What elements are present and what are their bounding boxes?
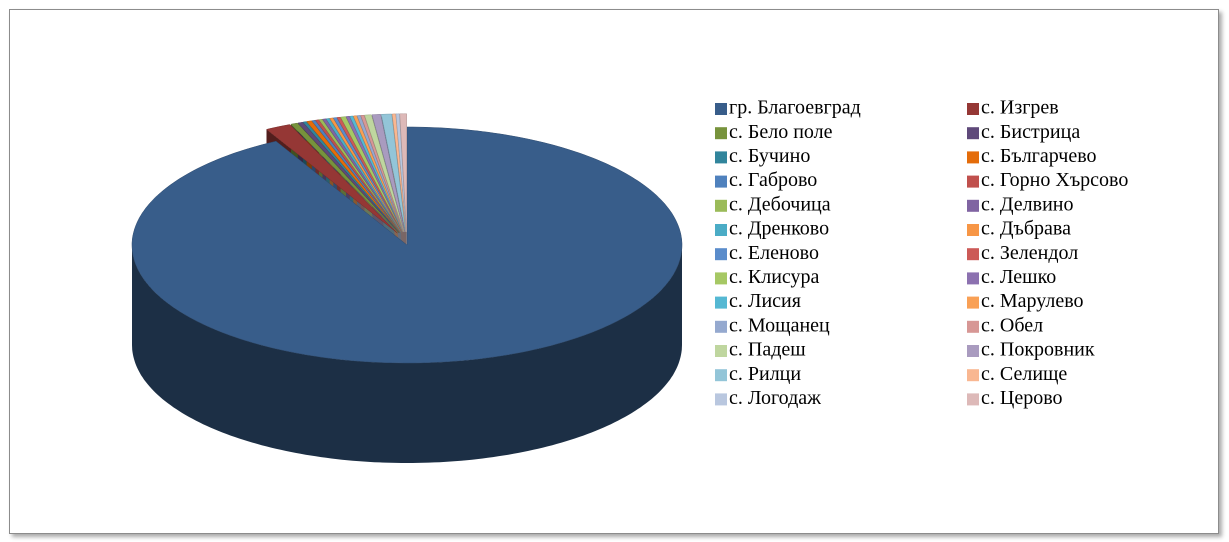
slice (131, 126, 683, 364)
legend-label: с. Селище (981, 363, 1067, 385)
legend-swatch (967, 369, 979, 382)
legend-label: с. Мощанец (729, 314, 830, 336)
legend-swatch (967, 248, 979, 261)
slice (265, 124, 398, 234)
legend-label: с. Лешко (981, 266, 1056, 288)
legend-label: с. Бучино (729, 145, 810, 167)
legend-swatch (967, 103, 979, 115)
legend-label: с. Логодаж (729, 387, 821, 409)
legend-label: гр. Благоевград (729, 97, 861, 119)
slice (306, 120, 400, 233)
slice (325, 118, 402, 233)
slice (336, 116, 403, 233)
slice (297, 121, 400, 233)
legend-label: с. Делвино (981, 193, 1073, 215)
slice (302, 121, 400, 233)
legend-swatch (967, 127, 979, 140)
legend-label: с. Бело поле (729, 121, 833, 143)
legend-swatch (967, 320, 979, 333)
legend-label: с. Българчево (981, 145, 1097, 167)
slice (345, 116, 403, 233)
legend-swatch (967, 272, 979, 285)
legend-swatch (715, 103, 727, 115)
legend-swatch (715, 199, 727, 212)
legend-label: с. Клисура (729, 266, 820, 288)
legend-label: с. Еленово (729, 242, 819, 264)
legend-label: с. Падеш (729, 339, 806, 361)
legend-swatch (967, 296, 979, 309)
legend-swatch (715, 175, 727, 188)
legend-swatch (967, 199, 979, 212)
slice (360, 114, 404, 232)
legend-label: с. Лисия (729, 290, 801, 312)
slice (290, 122, 399, 233)
legend-swatch (715, 224, 727, 236)
slice (340, 116, 403, 233)
legend-swatch (715, 272, 727, 285)
legend-label: с. Марулево (981, 290, 1084, 312)
legend-label: с. Горно Хърсово (981, 169, 1128, 191)
legend-swatch (715, 248, 727, 261)
legend-label: с. Покровник (981, 339, 1095, 361)
legend-swatch (715, 296, 727, 309)
legend-swatch (715, 151, 727, 164)
slice (318, 119, 401, 233)
legend-swatch (715, 345, 727, 357)
legend-label: с. Зелендол (981, 242, 1078, 264)
legend-swatch (967, 393, 979, 406)
slice (399, 113, 407, 232)
legend-label: с. Обел (981, 314, 1043, 336)
legend-swatch (967, 175, 979, 188)
legend-swatch (967, 151, 979, 164)
legend-swatch (967, 224, 979, 236)
legend-label: с. Дъбрава (981, 218, 1071, 240)
legend-swatch (715, 127, 727, 140)
slice (371, 114, 405, 232)
slice (380, 113, 406, 232)
legend-swatch (715, 393, 727, 406)
legend-label: с. Бистрица (981, 121, 1080, 143)
slice-side (132, 245, 682, 463)
legend-label: с. Дренково (729, 218, 829, 240)
legend-swatch (967, 345, 979, 357)
legend-label: с. Дебочица (729, 193, 831, 215)
slice (356, 115, 404, 233)
slice (329, 117, 402, 233)
slice (352, 115, 404, 233)
slice (395, 113, 407, 232)
slice (364, 114, 405, 232)
legend-swatch (715, 369, 727, 382)
legend-label: с. Габрово (729, 169, 817, 191)
legend-label: с. Церово (981, 387, 1063, 409)
legend-label: с. Рилци (729, 363, 801, 385)
legend-swatch (715, 320, 727, 333)
legend-label: с. Изгрев (981, 97, 1059, 119)
